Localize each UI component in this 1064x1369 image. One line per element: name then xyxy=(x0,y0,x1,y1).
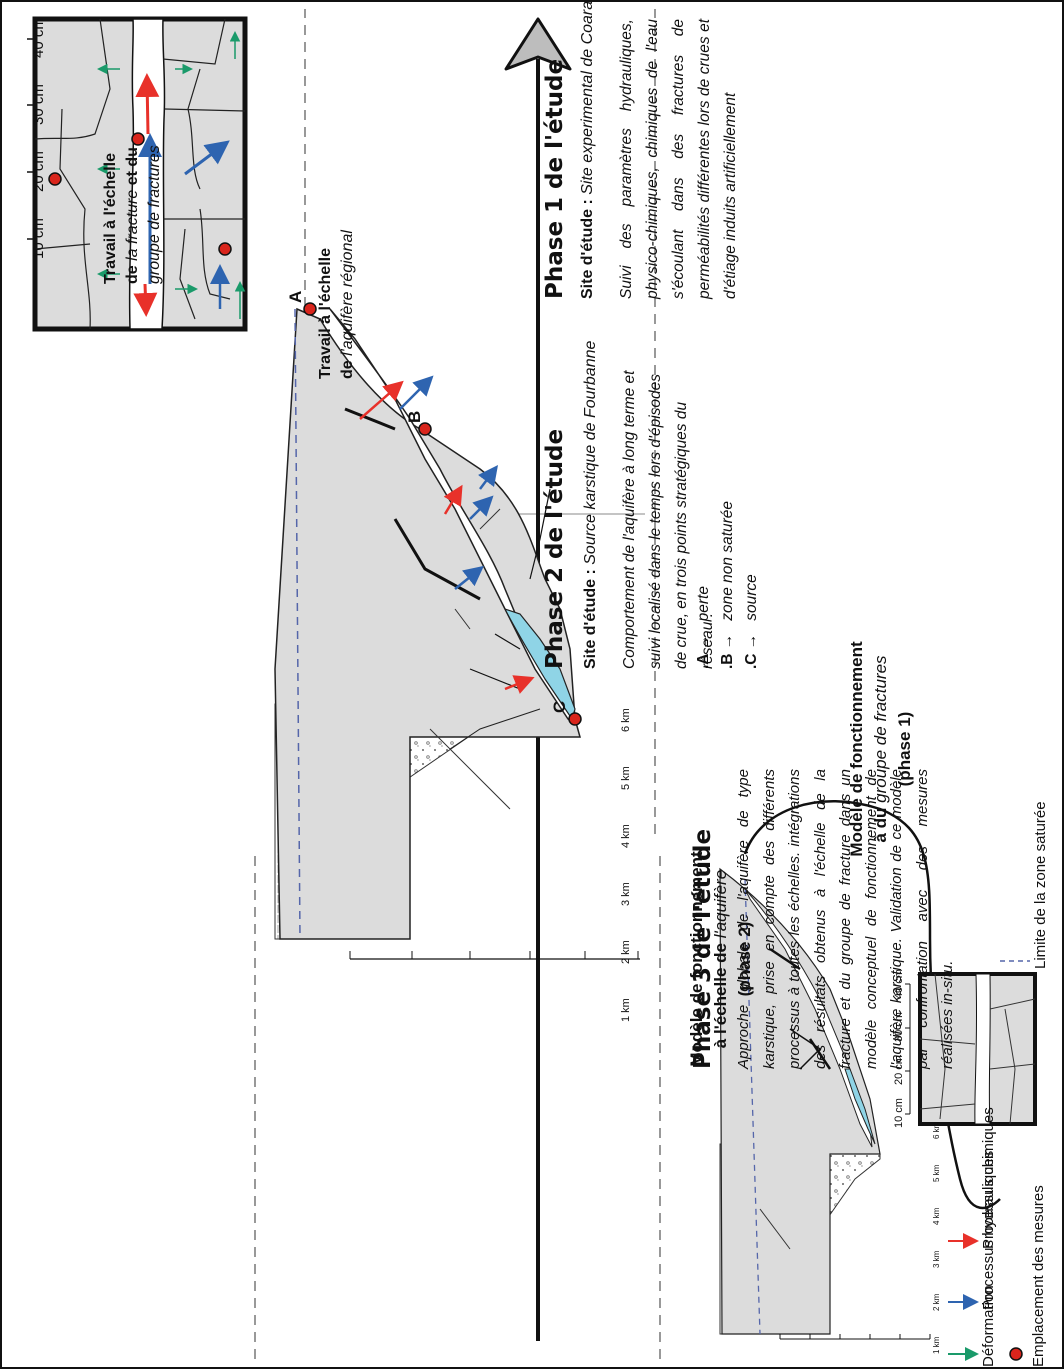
regional-km-2: 2 km xyxy=(620,940,632,964)
regional-section xyxy=(274,302,640,960)
phase1-title: Phase 1 de l'étude xyxy=(542,58,568,299)
panel-fracture-heading: Travail à l'échelle de la fracture et du… xyxy=(100,145,166,284)
point-b-key: .B → xyxy=(719,633,736,669)
aquifer-km-6: 6 km xyxy=(932,1121,941,1139)
aquifer-km-5: 5 km xyxy=(932,1164,941,1182)
fracture-scale-20: 20 cm xyxy=(30,151,47,192)
panel-regional-title-1: Travail à l'échelle xyxy=(317,248,334,379)
fracture-scale-40: 40 cm xyxy=(30,17,47,58)
fracture-scale-10: 10 cm xyxy=(30,218,47,259)
panel-fracture-title-3: groupe de fractures xyxy=(146,145,163,284)
panel-regional-title-2b: l'aquifère régional xyxy=(339,230,356,356)
panel-regional-heading: Travail à l'échelle de l'aquifère région… xyxy=(315,230,359,379)
model-group-line2b: groupe de fractures xyxy=(871,655,890,803)
legend-saturated-limit: Limite de la zone saturée xyxy=(1032,801,1049,969)
regional-point-c: C xyxy=(550,700,569,713)
point-a-key: .A → xyxy=(695,634,712,669)
model-aquifer-line2b: l'aquifère xyxy=(711,869,730,939)
group-scale-30: 30 cm xyxy=(893,1012,905,1042)
regional-km-6: 6 km xyxy=(620,708,632,732)
model-group-line3: (phase 1) xyxy=(895,711,914,787)
point-b-value: zone non saturée xyxy=(719,500,736,621)
phase2-site-label: Site d'étude : xyxy=(582,569,599,669)
panel-fracture-title-2b: la fracture xyxy=(124,189,141,261)
panel-regional-title-2a: de xyxy=(339,355,356,379)
group-scale-40: 40 cm xyxy=(893,969,905,999)
regional-point-b: B xyxy=(405,410,424,423)
phase2-point-c: .C → source xyxy=(743,574,761,669)
model-group-box xyxy=(905,972,1037,1126)
point-c-value: source xyxy=(743,574,760,621)
aquifer-km-4: 4 km xyxy=(932,1207,941,1225)
model-group-line2a: à du xyxy=(871,802,890,843)
group-scale-20: 20 cm xyxy=(893,1055,905,1085)
model-connector-curve xyxy=(743,800,1001,1210)
legend-measure-location: Emplacement des mesures xyxy=(1030,1185,1047,1367)
fracture-box xyxy=(32,16,248,332)
phase1-description: Suivi des paramètres hydrauliques, physi… xyxy=(618,19,739,299)
panel-fracture-title-2a: de xyxy=(124,260,141,284)
phase1-site-value: Site experimental de Coaraze xyxy=(579,0,596,195)
panel-fracture-title-2c: et du xyxy=(124,147,141,190)
regional-point-a: A xyxy=(286,290,305,303)
model-aquifer-line2a: à l'échelle de xyxy=(711,938,730,1049)
regional-km-5: 5 km xyxy=(620,766,632,790)
point-c-key: .C → xyxy=(743,633,760,669)
aquifer-km-3: 3 km xyxy=(932,1250,941,1268)
legend-deformation: Déformation xyxy=(980,1285,997,1367)
model-aquifer-line1: Modèle de fonctionnement xyxy=(687,851,706,1067)
regional-km-3: 3 km xyxy=(620,882,632,906)
regional-km-1: 1 km xyxy=(620,998,632,1022)
aquifer-km-2: 2 km xyxy=(932,1293,941,1311)
model-connector-arrow xyxy=(789,1028,822,1070)
point-a-value: perte xyxy=(695,586,712,622)
fracture-scale-30: 30 cm xyxy=(30,84,47,125)
phase1-site-label: Site d'étude : xyxy=(579,199,596,299)
legend-symbols xyxy=(948,960,1030,1361)
phase2-site-value: Source karstique de Fourbanne xyxy=(582,340,599,565)
model-aquifer-line3: (phase 2) xyxy=(735,921,754,997)
model-aquifer-section xyxy=(719,867,931,1340)
phase1-site: Site d'étude : Site experimental de Coar… xyxy=(579,0,597,299)
model-group-line1: Modèle de fonctionnement xyxy=(847,641,866,857)
panel-model-group-heading: Modèle de fonctionnement à du groupe de … xyxy=(845,609,917,889)
phase2-point-b: .B → zone non saturée xyxy=(719,501,737,669)
phase2-title: Phase 2 de l'étude xyxy=(542,428,568,669)
phase2-site: Site d'étude : Source karstique de Fourb… xyxy=(582,341,600,669)
phase2-point-a: .A → perte xyxy=(695,586,713,669)
group-scale-10: 10 cm xyxy=(893,1098,905,1128)
panel-model-aquifer-heading: Modèle de fonctionnement à l'échelle de … xyxy=(685,819,757,1099)
aquifer-km-1: 1 km xyxy=(932,1336,941,1354)
panel-fracture-title-1: Travail à l'échelle xyxy=(102,153,119,284)
regional-km-4: 4 km xyxy=(620,824,632,848)
